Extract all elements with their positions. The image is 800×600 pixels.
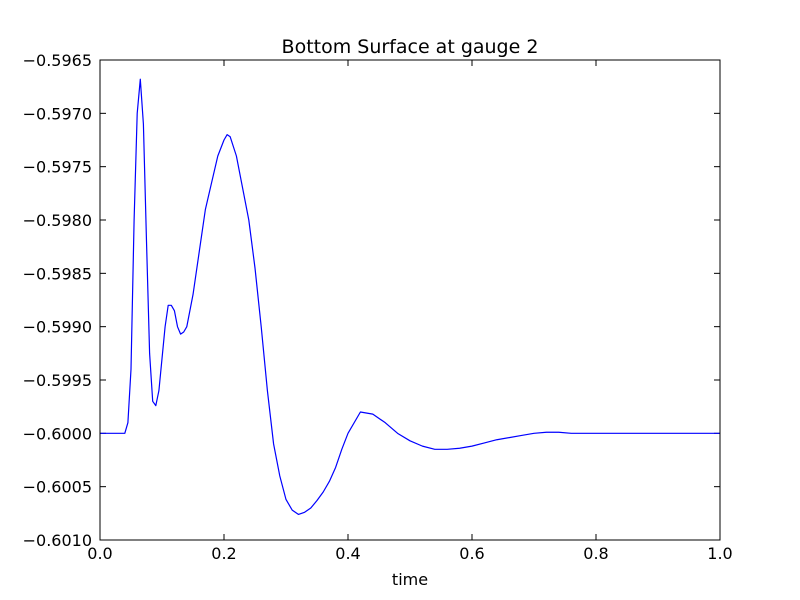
y-tick-label: −0.6000 [23,424,92,443]
y-tick-label: −0.5980 [23,211,92,230]
chart-title: Bottom Surface at gauge 2 [282,36,539,58]
x-tick-label: 0.6 [459,544,484,563]
series-line [100,78,720,515]
plot-frame [99,59,721,541]
y-tick-label: −0.6010 [23,531,92,550]
tick-labels-layer: 0.0 0.2 0.4 0.6 0.8 1.0 −0.6010 −0.6005 −0.6000 −… [23,51,733,563]
x-axis-label: time [392,570,428,589]
y-tick-label: −0.5965 [23,51,92,70]
plot-area [100,60,720,540]
series-layer [100,78,720,515]
x-tick-label: 0.4 [335,544,360,563]
x-tick-label: 1.0 [707,544,732,563]
x-tick-label: 0.8 [583,544,608,563]
y-tick-label: −0.5970 [23,104,92,123]
x-tick-label: 0.0 [87,544,112,563]
y-tick-label: −0.5995 [23,371,92,390]
x-tick-label: 0.2 [211,544,236,563]
y-tick-label: −0.5985 [23,264,92,283]
y-tick-label: −0.6005 [23,478,92,497]
y-tick-label: −0.5975 [23,158,92,177]
y-tick-label: −0.5990 [23,318,92,337]
